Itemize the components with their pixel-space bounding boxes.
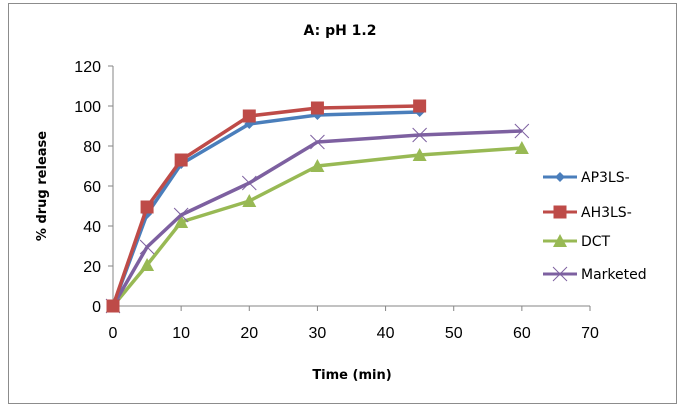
y-tick-label: 0 [92,299,101,316]
data-point [174,153,188,167]
y-tick-label: 100 [74,99,101,116]
legend-marker [552,266,568,282]
data-point [242,109,256,123]
series-layer [105,99,530,314]
data-point [140,258,155,271]
series-line [111,110,420,307]
x-tick-label: 60 [513,325,531,342]
chart-title: A: pH 1.2 [304,23,377,39]
x-tick-label: 50 [445,325,463,342]
x-tick-label: 20 [240,325,258,342]
x-marker-stroke [310,134,325,150]
legend-label: DCT [581,234,611,250]
x-marker-stroke [241,175,257,191]
y-tick-label: 80 [83,139,101,156]
y-tick-label: 120 [74,59,101,76]
chart-frame [8,3,677,404]
legend-label: AH3LS- [581,205,632,221]
data-point [514,123,530,139]
data-point [310,159,325,172]
axes: 0 20 40 60 80 100 120 0 10 20 30 40 50 60 70 [74,59,599,342]
y-tick-label: 20 [83,259,101,276]
legend-label: AP3LS- [581,170,630,186]
x-tick-label: 0 [109,325,118,342]
series-line [111,104,420,307]
legend-marker [553,234,567,247]
data-point [514,141,529,154]
x-axis-title: Time (min) [312,368,391,383]
data-point [174,215,189,228]
series-line [111,129,522,307]
data-point [412,127,427,143]
data-point [310,134,325,150]
data-point [140,200,154,214]
series-ah3ls [106,99,427,313]
series-marketed [105,123,530,314]
x-marker-stroke [552,266,568,282]
y-axis-title: % drug release [35,131,50,241]
legend-marker [553,205,567,219]
legend: AP3LS- AH3LS- DCT Marketed [543,170,647,283]
x-tick-label: 70 [581,325,599,342]
data-point [173,207,189,223]
legend-item: Marketed [543,266,647,283]
data-point [412,148,427,161]
x-tick-label: 30 [309,325,327,342]
x-marker-stroke [514,123,530,139]
data-point [106,299,120,313]
legend-item: AP3LS- [543,170,630,186]
data-point [413,99,427,113]
legend-label: Marketed [581,267,647,283]
data-point [242,194,257,207]
legend-item: DCT [543,234,611,250]
data-point [310,101,324,115]
y-tick-label: 60 [83,179,101,196]
x-marker-stroke [139,239,155,255]
x-marker-stroke [412,127,427,143]
legend-item: AH3LS- [543,205,632,221]
y-tick-label: 40 [83,219,101,236]
x-marker-stroke [173,207,189,223]
data-point [139,239,155,255]
x-tick-label: 40 [377,325,395,342]
data-point [241,175,257,191]
x-tick-label: 10 [172,325,190,342]
legend-marker [555,172,565,182]
